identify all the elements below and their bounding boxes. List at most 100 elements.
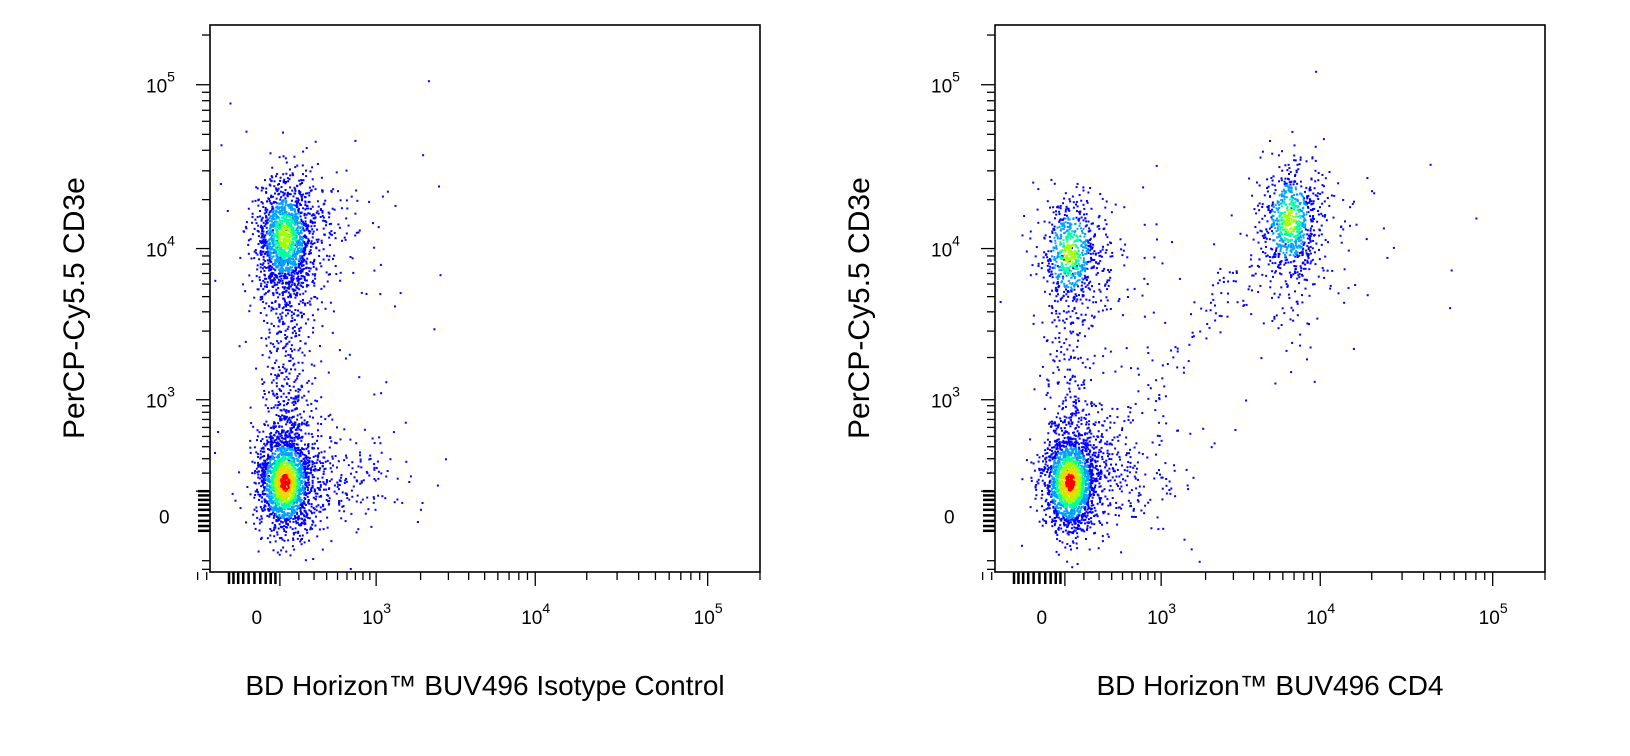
- event-dot: [296, 491, 299, 494]
- event-dot: [314, 273, 317, 276]
- event-dot: [271, 476, 274, 479]
- event-dot: [317, 308, 320, 311]
- event-dot: [260, 536, 263, 539]
- event-dot: [275, 187, 278, 190]
- event-dot: [1164, 395, 1167, 398]
- event-dot: [244, 340, 247, 343]
- event-dot: [293, 192, 296, 195]
- event-dot: [304, 200, 307, 203]
- event-dot: [291, 288, 294, 291]
- event-dot: [1129, 411, 1132, 414]
- event-dot: [1340, 226, 1342, 229]
- event-dot: [287, 454, 289, 457]
- event-dot: [299, 503, 302, 506]
- event-dot: [1245, 234, 1248, 237]
- event-dot: [275, 257, 278, 260]
- x-tick-label: 105: [694, 600, 723, 629]
- event-dot: [279, 258, 282, 261]
- event-dot: [1147, 501, 1150, 504]
- event-dot: [325, 221, 328, 224]
- event-dot: [278, 330, 281, 333]
- event-dot: [290, 445, 293, 447]
- event-dot: [297, 199, 300, 201]
- event-dot: [269, 444, 272, 447]
- event-dot: [311, 382, 314, 385]
- event-dot: [287, 519, 290, 522]
- event-dot: [291, 478, 293, 481]
- event-dot: [282, 447, 285, 450]
- event-dot: [321, 325, 324, 328]
- event-dot: [263, 381, 266, 384]
- event-dot: [1339, 234, 1342, 237]
- event-dot: [262, 279, 265, 282]
- event-dot: [1125, 484, 1128, 487]
- event-dot: [283, 207, 286, 210]
- event-dot: [280, 274, 283, 277]
- event-dot: [286, 195, 289, 198]
- event-dot: [270, 449, 273, 452]
- event-dot: [294, 335, 297, 338]
- event-dot: [316, 458, 319, 461]
- event-dot: [284, 505, 287, 508]
- event-dot: [262, 245, 265, 248]
- event-dot: [381, 195, 384, 198]
- event-dot: [288, 462, 291, 465]
- event-dot: [263, 225, 266, 227]
- event-dot: [285, 214, 288, 217]
- event-dot: [373, 468, 376, 471]
- event-dot: [1097, 411, 1100, 414]
- event-dot: [287, 304, 290, 306]
- event-dot: [1158, 421, 1160, 424]
- event-dot: [294, 294, 297, 296]
- event-dot: [1172, 356, 1175, 359]
- event-dot: [288, 302, 291, 305]
- event-dot: [276, 486, 278, 489]
- event-dot: [1044, 484, 1047, 487]
- event-dot: [1308, 236, 1311, 239]
- event-dot: [272, 511, 274, 514]
- event-dot: [295, 266, 298, 269]
- event-dot: [279, 251, 282, 254]
- event-dot: [1021, 544, 1023, 547]
- event-dot: [306, 192, 309, 195]
- event-dot: [266, 488, 269, 491]
- event-dot: [296, 447, 299, 450]
- event-dot: [300, 179, 303, 182]
- event-dot: [1070, 332, 1073, 335]
- event-dot: [292, 259, 295, 262]
- event-dot: [316, 200, 319, 203]
- event-dot: [298, 179, 301, 182]
- event-dot: [261, 235, 264, 238]
- event-dot: [328, 244, 331, 247]
- event-dot: [1078, 332, 1081, 335]
- event-dot: [281, 480, 284, 482]
- event-dot: [1052, 371, 1055, 374]
- event-dot: [375, 467, 378, 469]
- event-dot: [281, 259, 284, 262]
- event-dot: [287, 353, 290, 356]
- event-dot: [1118, 434, 1121, 437]
- event-dot: [305, 147, 308, 149]
- event-dot: [226, 210, 229, 212]
- event-dot: [1306, 322, 1309, 325]
- event-dot: [261, 216, 264, 219]
- event-dot: [297, 515, 300, 518]
- event-dot: [1280, 324, 1283, 326]
- event-dot: [282, 408, 285, 411]
- event-dot: [1086, 358, 1089, 361]
- event-dot: [1162, 415, 1165, 418]
- event-dot: [258, 482, 261, 485]
- event-dot: [305, 175, 308, 178]
- event-dot: [315, 407, 318, 410]
- event-dot: [1120, 507, 1123, 510]
- event-dot: [393, 501, 396, 504]
- event-dot: [290, 396, 293, 399]
- event-dot: [1141, 294, 1144, 297]
- event-dot: [264, 252, 267, 255]
- event-dot: [329, 233, 332, 236]
- event-dot: [1212, 284, 1214, 287]
- event-dot: [293, 186, 296, 189]
- event-dot: [1247, 288, 1250, 291]
- event-dot: [257, 493, 260, 496]
- event-dot: [1165, 484, 1168, 487]
